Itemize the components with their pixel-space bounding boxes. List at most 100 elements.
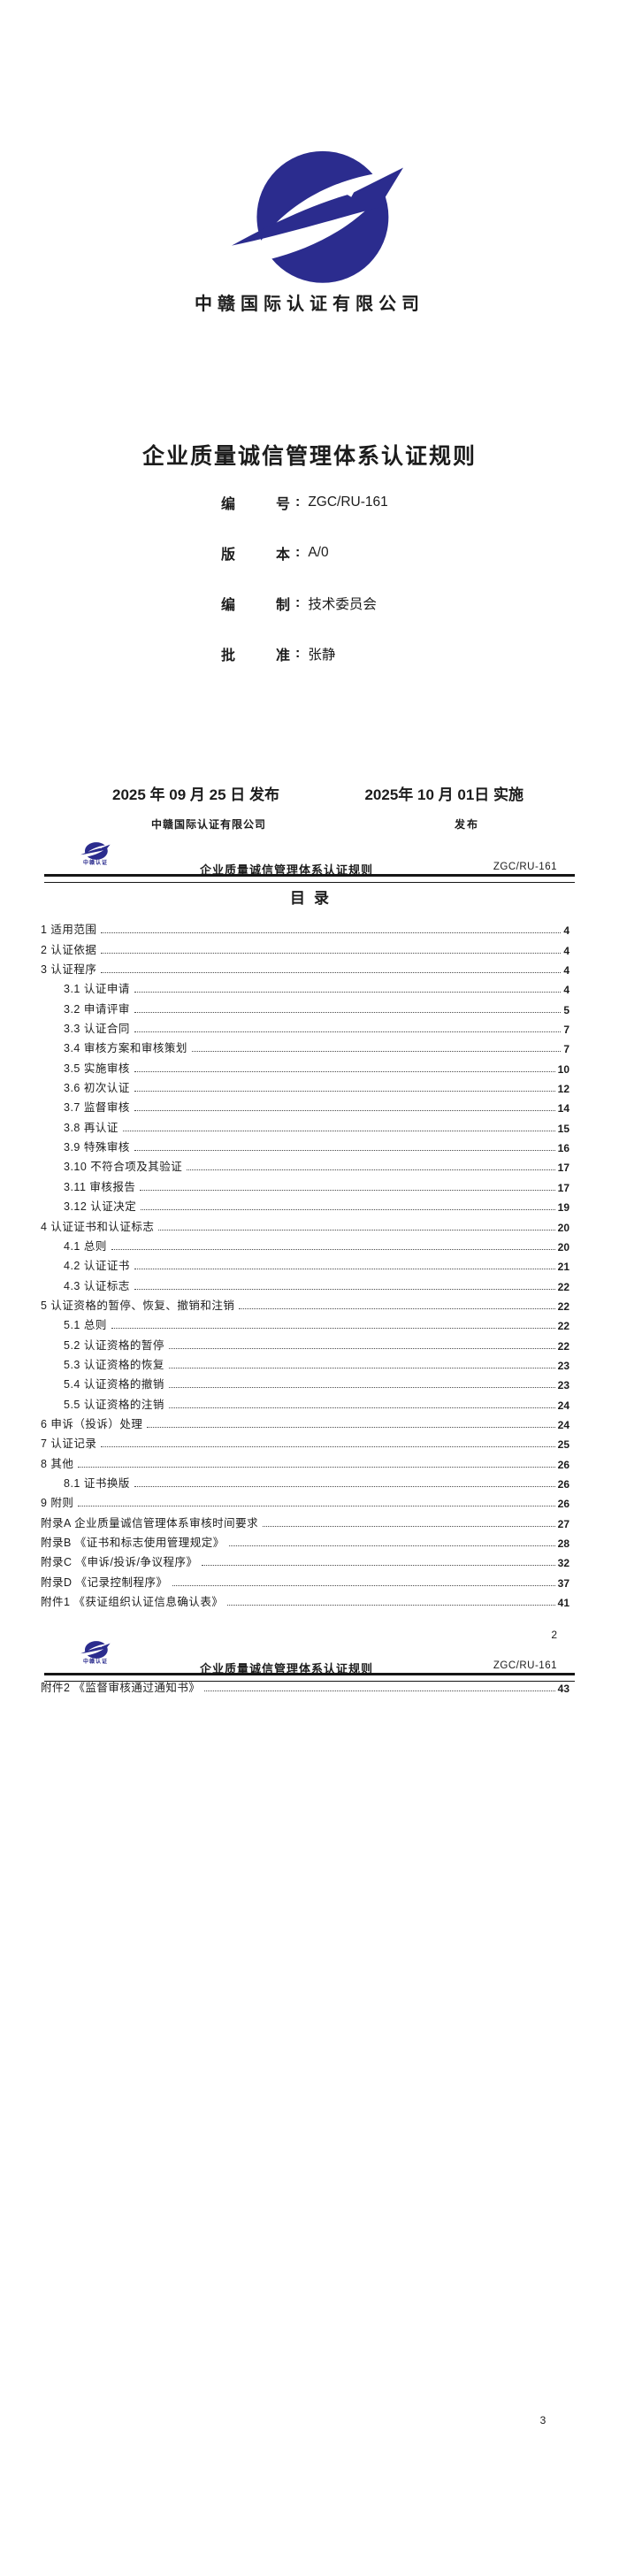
toc-entry: 5.1 总则 22 — [41, 1313, 569, 1332]
cover-footer-publish: 发布 — [455, 818, 480, 831]
field-version-label: 版本 — [221, 548, 290, 563]
toc-entry-text: 附录B 《证书和标志使用管理规定》 — [41, 1537, 225, 1549]
toc-entry-page: 26 — [557, 1458, 569, 1471]
toc-entry-text: 4.2 认证证书 — [64, 1260, 130, 1273]
toc-entry-page: 22 — [557, 1300, 569, 1313]
toc-entry-text: 3.1 认证申请 — [64, 983, 130, 996]
field-approved-by: 批准: 张静 — [221, 644, 335, 663]
toc-heading: 目录 — [290, 890, 338, 907]
dot-leader — [101, 1446, 555, 1448]
page-header-logo: 中赣认证 — [76, 841, 115, 867]
toc-entry: 3.6 初次认证 12 — [41, 1076, 569, 1095]
toc-entry-text: 9 附则 — [41, 1497, 74, 1510]
dot-leader — [134, 1091, 555, 1092]
toc-entry: 3.1 认证申请 4 — [41, 977, 569, 996]
toc-entry-text: 附件2 《监督审核通过通知书》 — [41, 1682, 201, 1695]
toc-entry-text: 3.7 监督审核 — [64, 1101, 130, 1115]
toc-entry: 9 附则 26 — [41, 1491, 569, 1510]
dot-leader — [111, 1248, 555, 1250]
dot-leader — [134, 992, 562, 993]
toc-entry-page: 12 — [557, 1083, 569, 1096]
toc-entry-text: 4 认证证书和认证标志 — [41, 1220, 155, 1233]
toc-entry-text: 附录A 企业质量诚信管理体系审核时间要求 — [41, 1516, 259, 1530]
toc-entry-page: 22 — [557, 1280, 569, 1293]
toc-entry-page: 22 — [557, 1320, 569, 1333]
toc-entry: 4 认证证书和认证标志 20 — [41, 1214, 569, 1234]
toc-entry-page: 4 — [563, 984, 569, 997]
toc-entry-page: 22 — [557, 1339, 569, 1353]
toc-entry-page: 27 — [557, 1517, 569, 1530]
toc-entry: 附件2 《监督审核通过通知书》 43 — [41, 1675, 569, 1695]
page-header-rule — [44, 1673, 575, 1682]
field-separator: : — [295, 494, 301, 510]
toc-entry-text: 附录D 《记录控制程序》 — [41, 1576, 168, 1589]
toc-entry: 8 其他 26 — [41, 1451, 569, 1471]
toc-entry: 3.11 审核报告 17 — [41, 1174, 569, 1194]
dot-leader — [168, 1407, 555, 1408]
page-header-logo: 中赣认证 — [76, 1640, 115, 1666]
field-compiled-by-value: 技术委员会 — [308, 597, 377, 612]
toc-entry-text: 5.2 认证资格的暂停 — [64, 1338, 164, 1352]
toc-entry-text: 3.10 不符合项及其验证 — [64, 1161, 183, 1174]
toc-entry-text: 1 适用范围 — [41, 924, 97, 937]
dot-leader — [134, 1150, 555, 1152]
dot-leader — [141, 1209, 555, 1211]
dot-leader — [134, 1110, 555, 1112]
toc-entry-page: 28 — [557, 1537, 569, 1550]
toc-entry: 附录D 《记录控制程序》 37 — [41, 1569, 569, 1590]
toc-entry: 4.2 认证证书 21 — [41, 1254, 569, 1273]
dot-leader — [134, 1011, 562, 1013]
toc-entry-text: 8.1 证书换版 — [64, 1476, 130, 1490]
toc-entry-page: 23 — [557, 1379, 569, 1392]
toc-entry-text: 4.3 认证标志 — [64, 1279, 130, 1292]
toc-entry: 5.4 认证资格的撤销 23 — [41, 1372, 569, 1392]
toc-entry-text: 附录C 《申诉/投诉/争议程序》 — [41, 1556, 198, 1569]
toc-entry-page: 17 — [557, 1162, 569, 1175]
toc-entry-page: 4 — [563, 924, 569, 938]
toc-entry-text: 3.11 审核报告 — [64, 1180, 136, 1193]
toc-entry: 附录A 企业质量诚信管理体系审核时间要求 27 — [41, 1510, 569, 1530]
toc-entry: 8.1 证书换版 26 — [41, 1471, 569, 1491]
toc-entry: 附录B 《证书和标志使用管理规定》 28 — [41, 1530, 569, 1550]
toc-entry-text: 5.5 认证资格的注销 — [64, 1398, 164, 1411]
dot-leader — [172, 1584, 555, 1586]
release-date: 2025 年 09 月 25 日 发布 — [112, 786, 279, 803]
toc-entry-page: 16 — [557, 1142, 569, 1155]
toc-entry-text: 5.1 总则 — [64, 1319, 107, 1332]
toc-entry-page: 7 — [563, 1024, 569, 1037]
implement-date: 2025年 10 月 01日 实施 — [364, 786, 523, 803]
toc-entry: 4.3 认证标志 22 — [41, 1273, 569, 1293]
cover-footer-company: 中赣国际认证有限公司 — [151, 818, 267, 831]
toc-entry-page: 5 — [563, 1003, 569, 1016]
toc-entry-text: 附件1 《获证组织认证信息确认表》 — [41, 1596, 224, 1609]
field-number: 编号: ZGC/RU-161 — [221, 493, 388, 512]
toc-entry-text: 5.4 认证资格的撤销 — [64, 1378, 164, 1392]
toc-entry-text: 6 申诉（投诉）处理 — [41, 1417, 143, 1430]
dot-leader — [228, 1545, 555, 1546]
toc-entry: 3 认证程序 4 — [41, 957, 569, 977]
toc-entry-page: 7 — [563, 1043, 569, 1056]
dot-leader — [168, 1387, 555, 1389]
dot-leader — [134, 1070, 555, 1072]
dot-leader — [202, 1565, 555, 1567]
toc-entry: 3.2 申请评审 5 — [41, 996, 569, 1016]
dot-leader — [168, 1347, 555, 1349]
toc-entry: 附录C 《申诉/投诉/争议程序》 32 — [41, 1550, 569, 1569]
toc-entry: 6 申诉（投诉）处理 24 — [41, 1412, 569, 1431]
dot-leader — [239, 1307, 555, 1309]
toc-entry-text: 4.1 总则 — [64, 1239, 107, 1253]
toc-entry: 5.3 认证资格的恢复 23 — [41, 1353, 569, 1372]
field-separator: : — [295, 595, 301, 610]
dot-leader — [191, 1051, 562, 1053]
toc-entry-page: 4 — [563, 944, 569, 957]
toc-entry: 3.3 认证合同 7 — [41, 1016, 569, 1036]
toc-entry-text: 3.9 特殊审核 — [64, 1141, 130, 1154]
document-title: 企业质量诚信管理体系认证规则 — [141, 444, 477, 469]
field-version-value: A/0 — [308, 545, 329, 560]
dot-leader — [227, 1605, 555, 1606]
toc-entry: 3.8 再认证 15 — [41, 1115, 569, 1135]
toc-entry-text: 3.3 认证合同 — [64, 1023, 130, 1036]
toc-entry: 2 认证依据 4 — [41, 937, 569, 957]
toc-entry: 附件1 《获证组织认证信息确认表》 41 — [41, 1590, 569, 1609]
